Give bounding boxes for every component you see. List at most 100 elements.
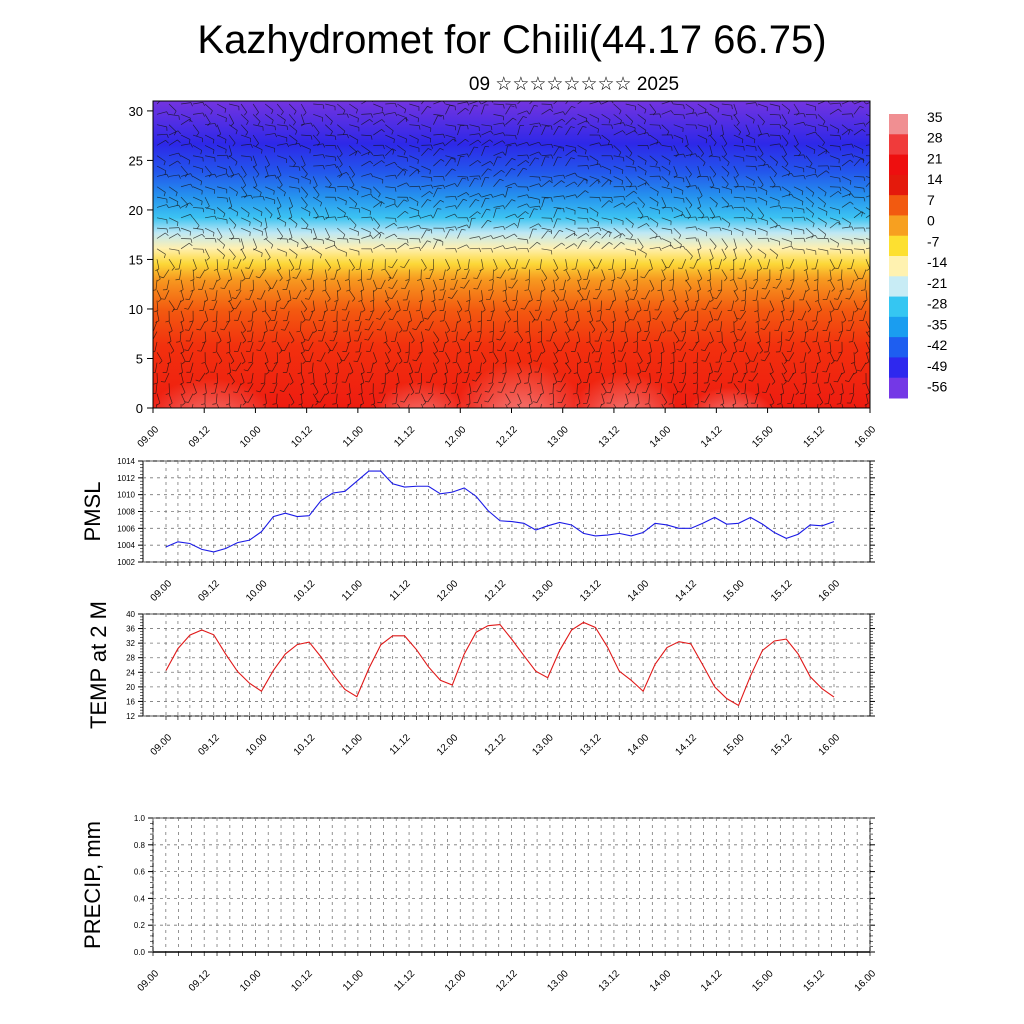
wind-barb-flag [434,413,437,415]
wind-barb [721,165,730,174]
wind-barb-flag [423,400,428,403]
wind-barb-flag [513,320,518,323]
wind-barb-flag [683,104,685,110]
wind-barb [359,341,362,352]
wind-barb-flag [805,414,809,416]
wind-barb-flag [499,178,504,182]
wind-barb [649,103,657,113]
wind-barb [601,230,609,239]
series-line [165,470,835,553]
wind-barb-flag [557,349,562,352]
wind-barb [577,290,584,299]
wind-barb-flag [791,173,794,177]
wind-barb-flag [700,349,705,352]
wind-barb-flag [173,308,178,311]
wind-barb-flag [643,120,647,125]
wind-barb [361,193,371,198]
wind-barb [189,331,194,342]
wind-barb-flag [812,192,815,197]
wind-barb [853,211,863,219]
wind-barb [264,165,269,176]
wind-barb [457,341,462,352]
wind-barb-flag [837,243,839,248]
wind-barb-flag [316,400,321,403]
wind-barb [359,403,362,408]
wind-barb [565,101,569,105]
wind-barb [502,372,506,383]
wind-barb-flag [635,185,638,190]
wind-barb [841,176,852,182]
wind-barb-flag [684,414,688,416]
wind-barb-flag [316,132,320,137]
wind-barb-flag [244,111,248,116]
wind-barb [829,279,835,289]
wind-barb [265,186,275,192]
wind-barb [838,331,843,342]
wind-barb [841,279,844,290]
wind-barb-flag [723,153,727,158]
wind-barb-flag [813,149,816,154]
wind-barb [228,352,235,362]
wind-barb [445,393,451,403]
wind-barb-flag [677,391,682,393]
wind-barb [829,124,839,130]
wind-barb-flag [405,351,410,354]
wind-barb-flag [423,317,428,320]
wind-barb-flag [394,112,398,117]
wind-barb-flag [345,201,347,206]
wind-barb-flag [314,391,319,396]
wind-barb [168,217,179,223]
wind-barb [333,331,338,342]
wind-barb-flag [837,129,840,134]
wind-barb [709,269,712,280]
wind-barb [671,372,675,383]
y-tick-label: 16 [126,697,135,706]
wind-barb [649,341,652,352]
wind-barb-flag [419,186,421,191]
wind-barb-flag [603,391,607,396]
wind-barb-flag [461,229,466,231]
wind-barb-flag [423,267,427,271]
wind-barb-flag [851,193,854,198]
wind-barb [467,362,470,373]
wind-barb-flag [755,156,757,162]
wind-barb-flag [539,206,542,210]
wind-barb [216,207,226,214]
wind-barb-flag [430,229,433,234]
wind-barb [505,142,516,146]
wind-barb-flag [465,351,470,354]
wind-barb-flag [358,392,363,396]
wind-barb [552,383,554,394]
wind-barb [469,160,478,167]
wind-barb [433,290,436,301]
wind-barb-flag [718,341,723,344]
wind-barb-flag [439,147,444,151]
wind-barb [733,114,740,123]
wind-barb-flag [780,299,785,303]
wind-barb [348,165,355,175]
wind-barb [321,331,326,342]
precip-panel: 0.00.20.40.60.81.009.00 09.12 10.00 10.12 11… [80,814,878,994]
wind-barb [517,116,524,125]
wind-barb [240,114,249,122]
wind-barb-flag [514,233,518,238]
wind-barb [481,290,484,301]
wind-barb [623,403,626,408]
wind-barb [745,217,756,220]
wind-barb [769,224,780,229]
wind-barb [289,186,300,189]
wind-barb [625,145,633,154]
wind-barb [781,134,789,144]
wind-barb [336,165,343,176]
wind-barb-flag [733,340,738,344]
wind-barb [443,383,446,394]
wind-barb-flag [875,118,876,122]
wind-barb-flag [432,309,437,313]
wind-barb-flag [502,289,507,292]
wind-barb-flag [511,158,516,161]
wind-barb-flag [403,199,408,202]
wind-barb-flag [797,319,802,321]
wind-barb [397,211,406,219]
wind-barb [529,208,535,218]
x-tick-label: 09.12 [196,732,222,758]
